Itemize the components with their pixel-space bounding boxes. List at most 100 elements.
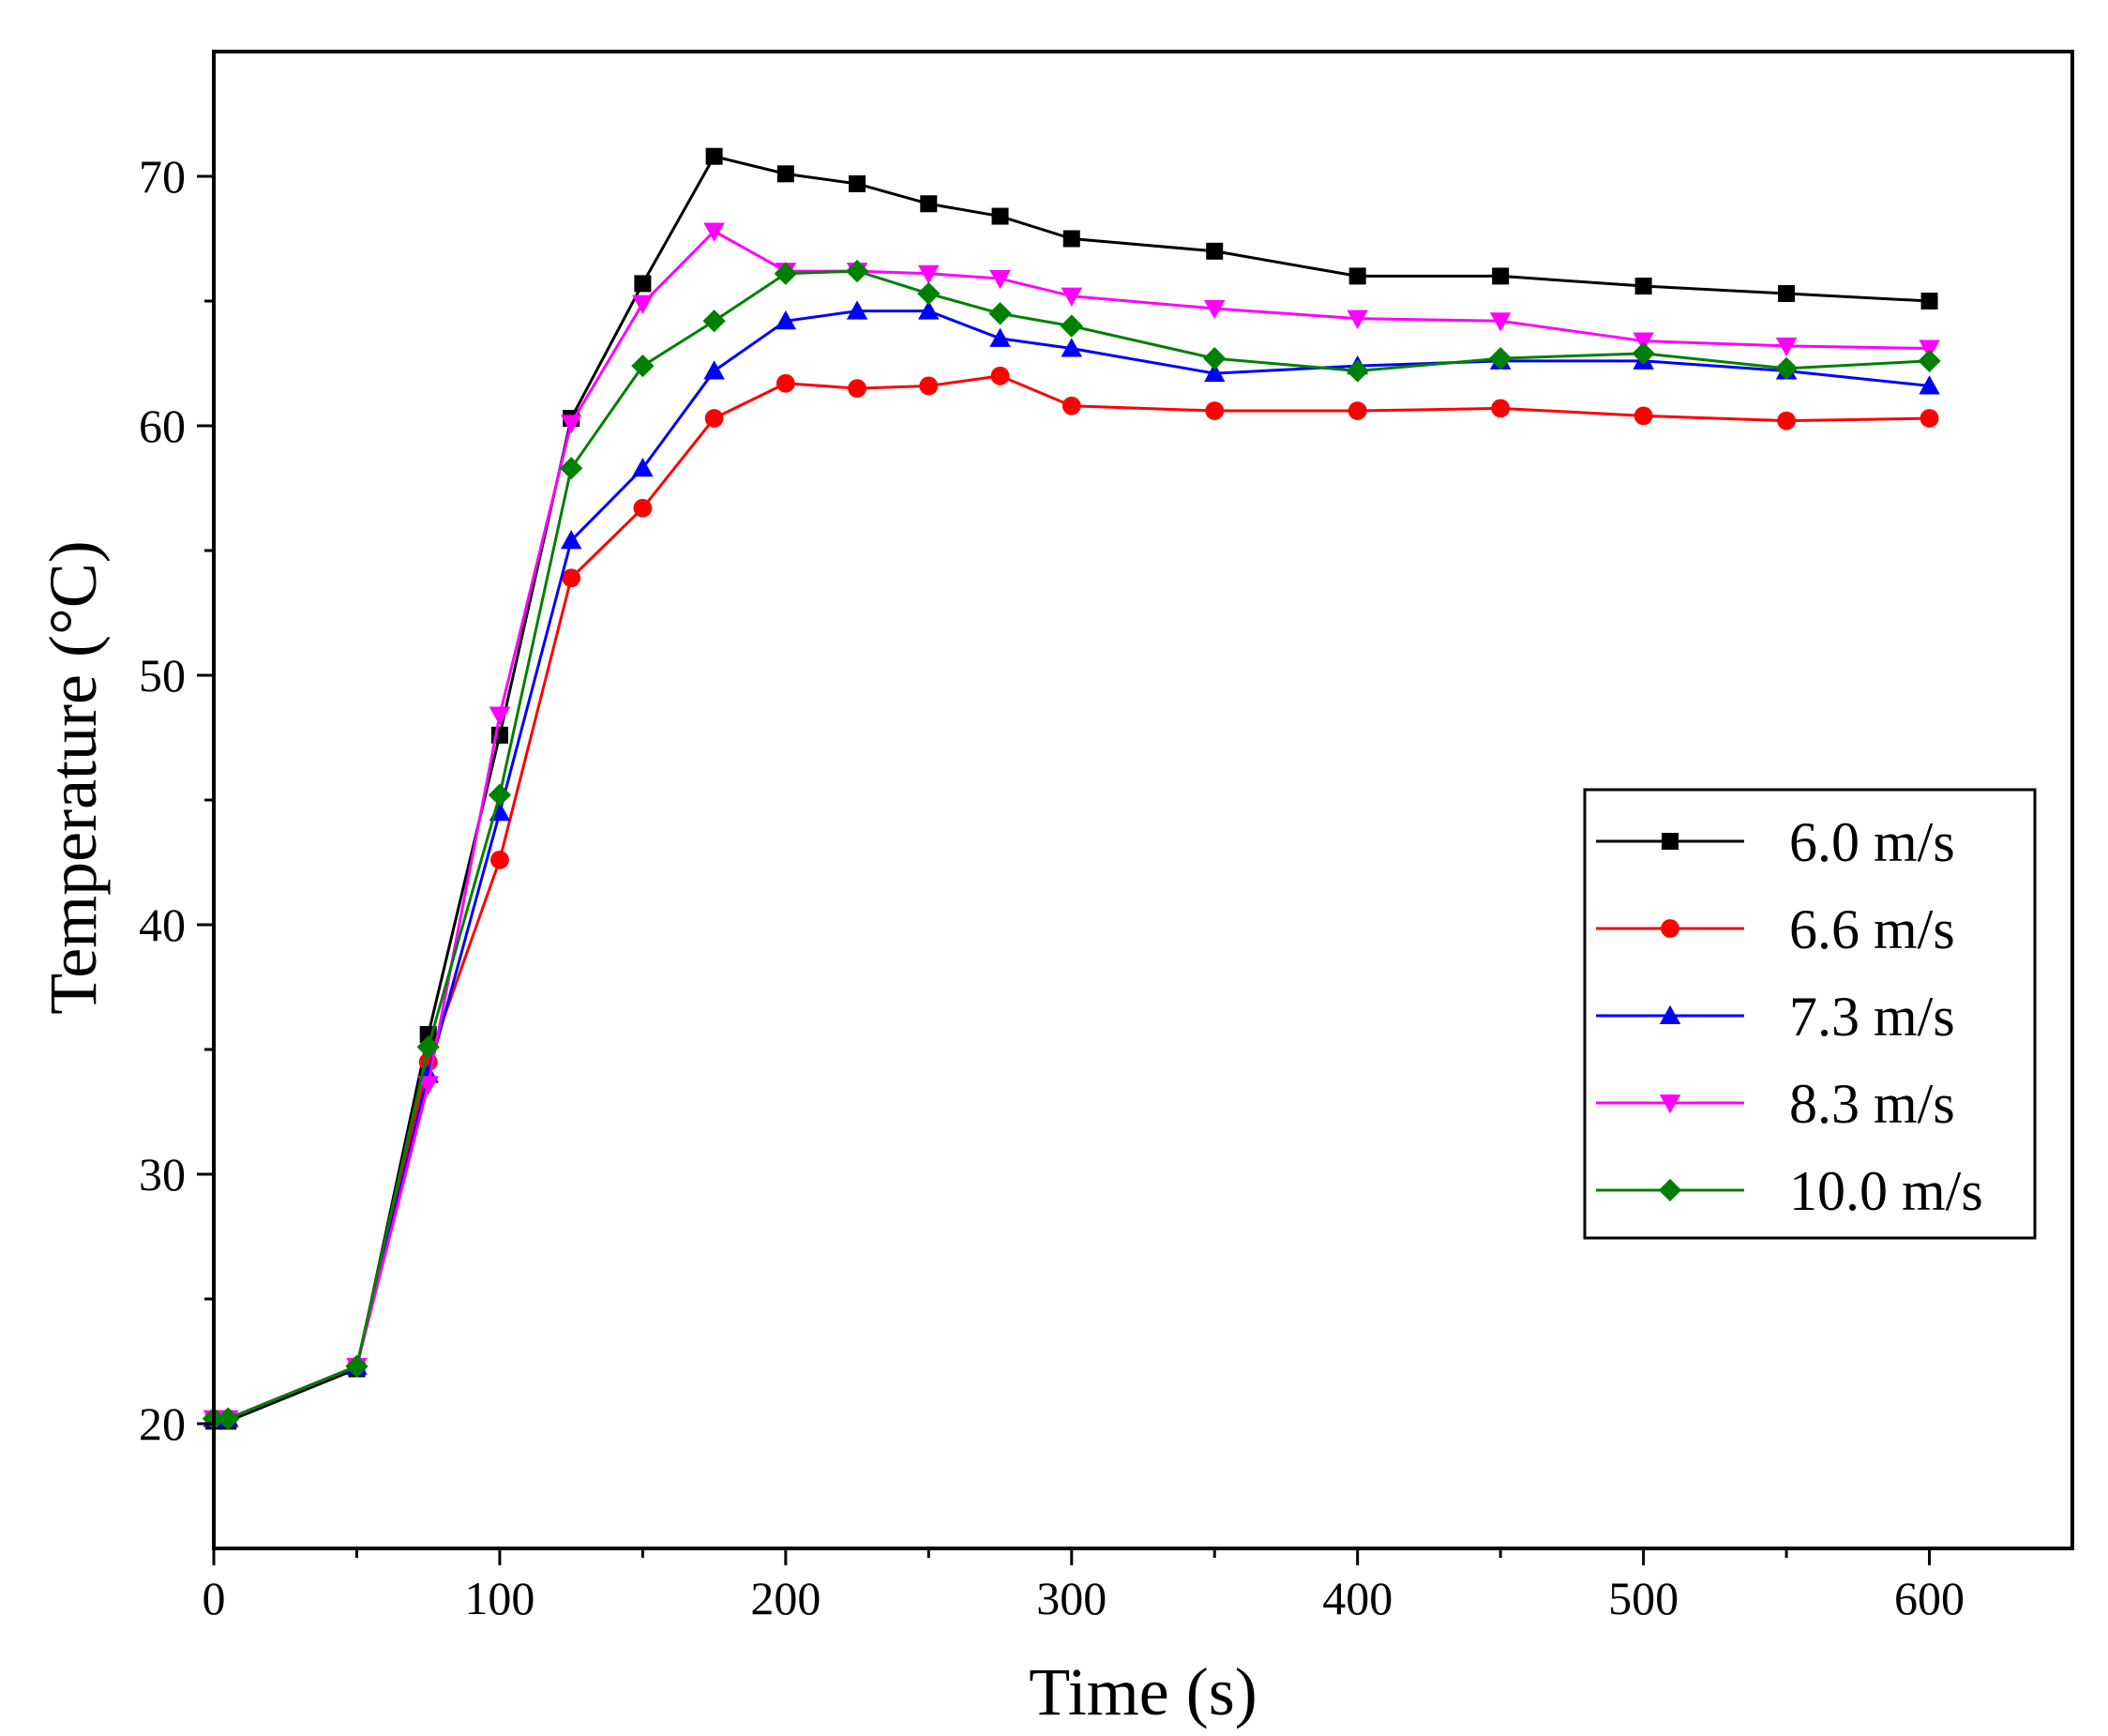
data-point bbox=[1203, 362, 1226, 383]
data-point bbox=[1346, 359, 1369, 383]
x-tick-label: 100 bbox=[464, 1572, 535, 1624]
data-point bbox=[1634, 406, 1653, 426]
data-point bbox=[918, 264, 940, 284]
data-point bbox=[560, 457, 583, 480]
data-point bbox=[1778, 285, 1796, 303]
data-point bbox=[1206, 242, 1224, 260]
data-point bbox=[417, 1076, 439, 1095]
data-point bbox=[1348, 401, 1367, 420]
legend-marker bbox=[1658, 1178, 1682, 1202]
data-point bbox=[1061, 287, 1083, 307]
data-point bbox=[703, 222, 725, 242]
data-point bbox=[774, 262, 797, 285]
data-point bbox=[846, 300, 868, 320]
data-point bbox=[416, 1035, 440, 1059]
data-point bbox=[849, 174, 866, 192]
x-tick-label: 400 bbox=[1322, 1572, 1393, 1624]
y-tick-label: 40 bbox=[139, 898, 186, 951]
x-axis-title: Time (s) bbox=[1029, 1654, 1257, 1729]
legend-marker bbox=[1659, 1004, 1681, 1024]
data-point bbox=[1920, 293, 1938, 309]
data-point bbox=[490, 850, 509, 869]
legend: 6.0 m/s 6.6 m/s 7.3 m/s 8.3 m/s 10.0 m/s bbox=[1583, 788, 2037, 1240]
data-point bbox=[1777, 411, 1796, 430]
legend-box bbox=[1583, 788, 2037, 1240]
data-point bbox=[1062, 396, 1081, 415]
y-tick-label: 60 bbox=[139, 400, 186, 452]
data-point bbox=[704, 409, 724, 428]
y-tick-label: 30 bbox=[139, 1148, 186, 1200]
x-tick-label: 500 bbox=[1608, 1572, 1679, 1624]
data-point bbox=[989, 270, 1011, 290]
data-point bbox=[1205, 401, 1225, 420]
y-tick-label: 20 bbox=[139, 1397, 186, 1450]
data-point bbox=[1203, 347, 1227, 370]
x-tick-label: 300 bbox=[1036, 1572, 1107, 1624]
data-point bbox=[1061, 338, 1083, 357]
data-point bbox=[631, 355, 655, 378]
x-tick-label: 600 bbox=[1894, 1572, 1965, 1624]
legend-label: 7.3 m/s bbox=[1789, 986, 1955, 1048]
data-point bbox=[633, 498, 653, 518]
legend-marker bbox=[1661, 919, 1679, 938]
axis-layer: 0 100 200 300 400 500 600 20 30 40 50 60 70 bbox=[139, 50, 2074, 1624]
legend-item: 7.3 m/s bbox=[1596, 986, 1955, 1048]
legend-marker bbox=[1659, 1094, 1681, 1114]
legend-item: 6.0 m/s bbox=[1596, 811, 1955, 873]
data-point bbox=[1918, 349, 1941, 372]
data-point bbox=[217, 1407, 240, 1430]
x-tick-label: 0 bbox=[203, 1572, 226, 1624]
data-point bbox=[562, 568, 581, 588]
data-point bbox=[990, 366, 1010, 385]
data-point bbox=[1774, 356, 1799, 380]
data-point bbox=[918, 300, 940, 320]
data-point bbox=[845, 259, 869, 283]
legend-label: 10.0 m/s bbox=[1789, 1160, 1983, 1222]
legend-item: 6.6 m/s bbox=[1596, 898, 1955, 960]
data-point bbox=[919, 376, 939, 396]
data-point bbox=[632, 457, 654, 477]
data-point bbox=[488, 783, 512, 807]
data-point bbox=[917, 281, 941, 306]
legend-label: 6.6 m/s bbox=[1789, 898, 1955, 960]
data-point bbox=[705, 147, 723, 165]
y-tick-label: 70 bbox=[139, 150, 186, 203]
legend-marker bbox=[1662, 833, 1679, 850]
data-point bbox=[489, 706, 511, 726]
data-point bbox=[1634, 278, 1652, 295]
legend-item: 8.3 m/s bbox=[1596, 1073, 1955, 1135]
x-tick-label: 200 bbox=[750, 1572, 821, 1624]
legend-label: 8.3 m/s bbox=[1789, 1073, 1955, 1135]
data-point bbox=[560, 530, 582, 550]
data-point bbox=[1491, 399, 1511, 418]
data-point bbox=[632, 294, 654, 314]
legend-item: 10.0 m/s bbox=[1596, 1160, 1983, 1222]
y-tick-label: 50 bbox=[139, 649, 186, 702]
legend-label: 6.0 m/s bbox=[1789, 811, 1955, 873]
data-point bbox=[1919, 340, 1940, 359]
data-point bbox=[1492, 267, 1510, 285]
data-point bbox=[1633, 332, 1654, 352]
data-point bbox=[560, 415, 582, 434]
data-point bbox=[991, 207, 1009, 225]
data-point bbox=[989, 327, 1011, 347]
y-axis-title: Temperature (°C) bbox=[36, 540, 111, 1015]
data-point bbox=[775, 310, 797, 330]
data-point bbox=[1920, 409, 1939, 428]
data-point bbox=[1062, 230, 1080, 248]
data-point bbox=[345, 1354, 369, 1378]
data-point bbox=[1347, 309, 1368, 329]
data-point bbox=[702, 309, 726, 333]
data-point bbox=[776, 165, 794, 183]
data-point bbox=[1203, 299, 1226, 320]
series-layer bbox=[202, 147, 1941, 1430]
data-point bbox=[988, 302, 1012, 325]
data-point bbox=[1060, 314, 1083, 338]
data-point bbox=[634, 275, 652, 293]
data-point bbox=[848, 379, 866, 398]
data-point bbox=[920, 195, 938, 213]
data-point bbox=[775, 373, 795, 393]
data-point bbox=[1489, 312, 1512, 332]
data-point bbox=[1632, 341, 1655, 366]
